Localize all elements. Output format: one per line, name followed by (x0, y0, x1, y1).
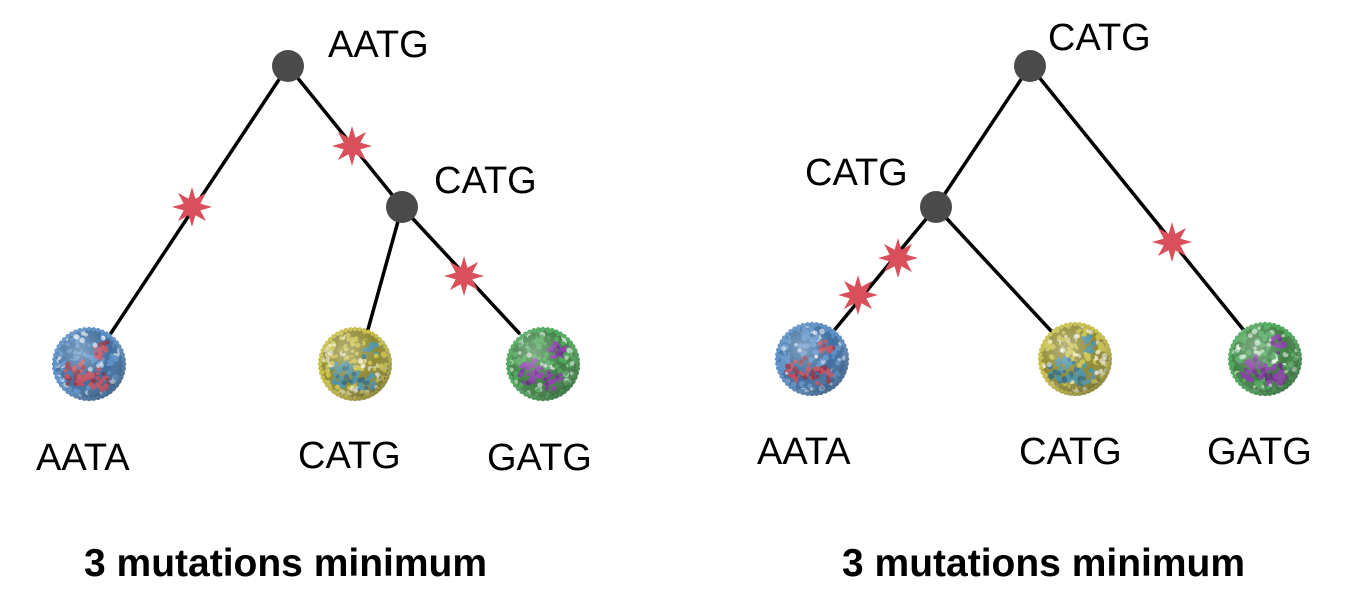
internal-node-dot (920, 191, 952, 223)
tree-right-edges (830, 64, 1248, 335)
edge-root-to-leaf-gatg (1028, 64, 1248, 335)
leaf-label-aata: AATA (757, 431, 851, 473)
root-node-dot (272, 50, 304, 82)
mutation-star-shape (1152, 222, 1192, 262)
root-node-dot (1014, 50, 1046, 82)
internal-node-dot (386, 191, 418, 223)
root-label: CATG (1048, 17, 1151, 59)
mutation-star-shape (878, 238, 918, 278)
leaf-label-catg: CATG (1019, 431, 1122, 473)
virus-particle-icon-aata (51, 326, 127, 402)
mutation-star-shape (332, 126, 372, 166)
edge-root-to-internal (934, 64, 1032, 209)
mutation-star-shape (838, 275, 878, 315)
mutation-star-icon (1152, 222, 1192, 262)
leaf-label-aata: AATA (36, 437, 130, 479)
leaf-label-gatg: GATG (1207, 431, 1312, 473)
internal-label: CATG (805, 152, 908, 194)
leaf-label-catg: CATG (298, 435, 401, 477)
mutation-star-icon (878, 238, 918, 278)
tree-left: AATG CATG AATA CATG GATG 3 mutations min… (36, 24, 592, 585)
edge-internal-to-leaf-catg (365, 205, 404, 335)
mutation-star-icon (332, 126, 372, 166)
virus-particle-icon-catg (1037, 321, 1113, 397)
virus-particle-icon-aata (774, 321, 850, 397)
internal-label: CATG (434, 160, 537, 202)
edge-internal-to-leaf-catg (934, 205, 1055, 335)
mutation-star-icon (172, 187, 212, 227)
caption: 3 mutations minimum (84, 542, 487, 585)
virus-particle-icon-gatg (1227, 321, 1303, 397)
virus-particle-icon-catg (317, 326, 393, 402)
mutation-star-shape (444, 256, 484, 296)
edge-internal-to-leaf-aata (830, 205, 938, 335)
mutation-star-icon (444, 256, 484, 296)
virus-particle-icon-gatg (505, 326, 581, 402)
tree-right: CATG CATG AATA CATG GATG 3 mutations min… (757, 17, 1312, 585)
root-label: AATG (328, 24, 429, 66)
leaf-label-gatg: GATG (487, 437, 592, 479)
mutation-star-icon (838, 275, 878, 315)
mutation-star-shape (172, 187, 212, 227)
caption: 3 mutations minimum (842, 542, 1245, 585)
